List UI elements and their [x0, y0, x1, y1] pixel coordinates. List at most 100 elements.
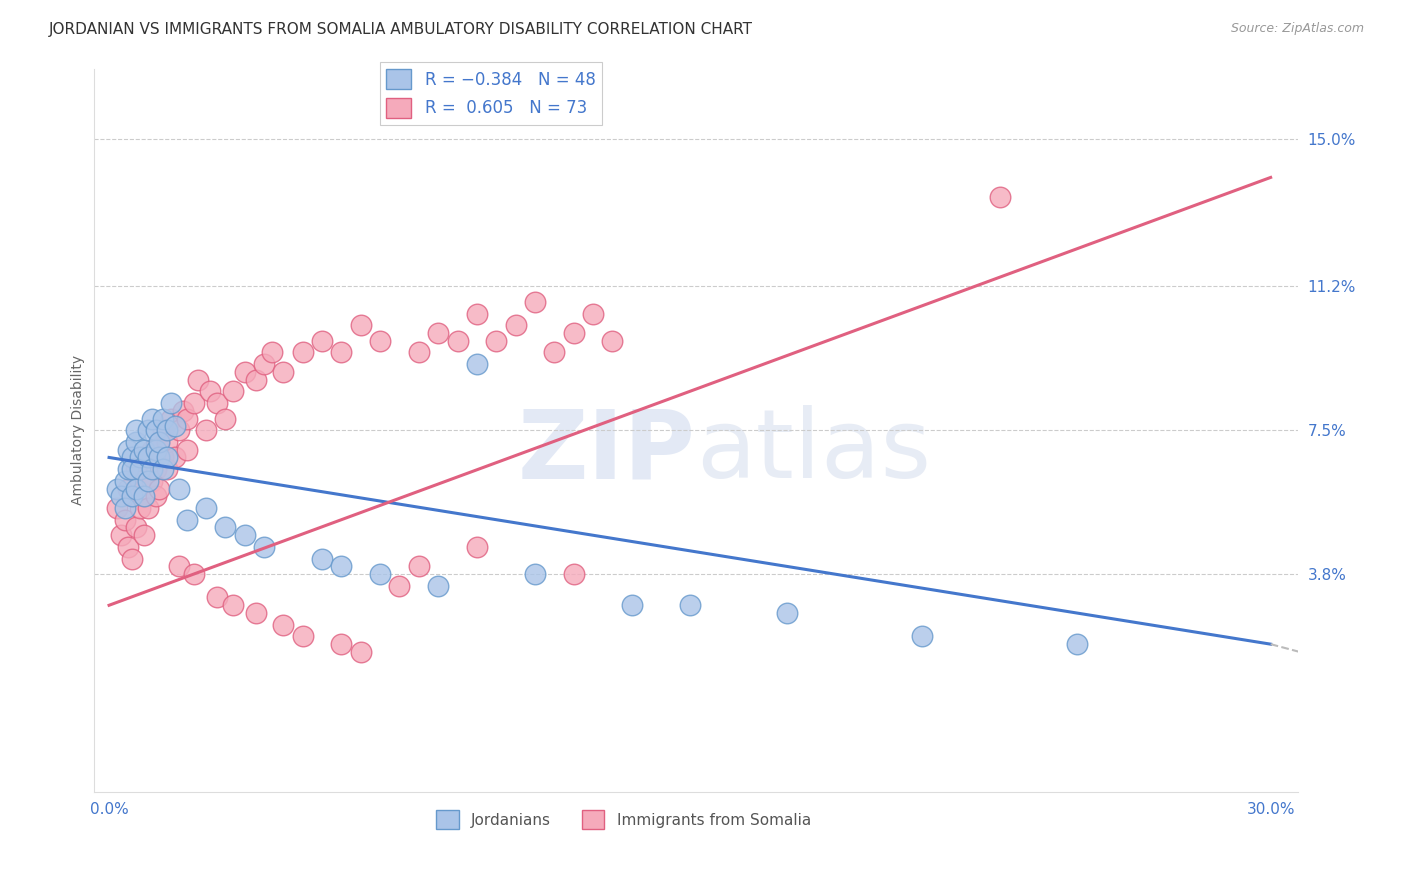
Point [207, 396, 229, 410]
Legend: Jordanians, Immigrants from Somalia: Jordanians, Immigrants from Somalia [430, 804, 817, 835]
Point [125, 423, 148, 437]
Point [183, 567, 205, 582]
Point [775, 606, 797, 620]
Point [207, 591, 229, 605]
Point [136, 474, 159, 488]
Point [167, 482, 190, 496]
Point [163, 419, 186, 434]
Point [350, 645, 373, 659]
Point [129, 462, 152, 476]
Point [129, 450, 152, 465]
Point [194, 501, 217, 516]
Point [245, 606, 267, 620]
Point [505, 318, 527, 333]
Point [141, 442, 163, 457]
Point [125, 462, 148, 476]
Point [214, 520, 236, 534]
Point [121, 489, 143, 503]
Point [136, 423, 159, 437]
Point [160, 411, 183, 425]
Point [679, 599, 702, 613]
Point [136, 450, 159, 465]
Point [271, 365, 294, 379]
Point [129, 501, 152, 516]
Point [911, 629, 934, 643]
Point [427, 326, 450, 340]
Point [260, 345, 283, 359]
Point [330, 345, 353, 359]
Point [465, 357, 488, 371]
Point [141, 474, 163, 488]
Point [132, 489, 155, 503]
Point [198, 384, 221, 399]
Point [253, 357, 276, 371]
Point [523, 567, 546, 582]
Point [121, 551, 143, 566]
Point [125, 434, 148, 449]
Point [523, 294, 546, 309]
Point [194, 423, 217, 437]
Point [110, 528, 132, 542]
Point [408, 345, 430, 359]
Point [172, 404, 194, 418]
Point [156, 434, 179, 449]
Point [176, 513, 198, 527]
Point [145, 442, 167, 457]
Point [152, 423, 174, 437]
Point [145, 423, 167, 437]
Point [117, 462, 139, 476]
Text: atlas: atlas [696, 406, 931, 499]
Point [311, 551, 333, 566]
Point [121, 450, 143, 465]
Point [121, 489, 143, 503]
Point [167, 423, 190, 437]
Point [253, 540, 276, 554]
Point [368, 334, 391, 348]
Point [117, 442, 139, 457]
Point [465, 540, 488, 554]
Point [222, 384, 245, 399]
Point [291, 345, 314, 359]
Point [105, 501, 128, 516]
Point [114, 474, 136, 488]
Point [330, 559, 353, 574]
Point [562, 326, 585, 340]
Point [156, 462, 179, 476]
Point [222, 599, 245, 613]
Point [562, 567, 585, 582]
Point [156, 423, 179, 437]
Point [388, 579, 411, 593]
Point [233, 365, 256, 379]
Point [368, 567, 391, 582]
Point [141, 462, 163, 476]
Point [214, 411, 236, 425]
Point [132, 442, 155, 457]
Point [156, 450, 179, 465]
Point [152, 450, 174, 465]
Point [117, 482, 139, 496]
Point [121, 462, 143, 476]
Point [602, 334, 624, 348]
Y-axis label: Ambulatory Disability: Ambulatory Disability [72, 355, 86, 505]
Point [291, 629, 314, 643]
Point [543, 345, 565, 359]
Point [160, 396, 183, 410]
Point [485, 334, 508, 348]
Point [125, 520, 148, 534]
Point [129, 474, 152, 488]
Point [271, 617, 294, 632]
Point [132, 528, 155, 542]
Point [408, 559, 430, 574]
Point [187, 373, 209, 387]
Point [105, 482, 128, 496]
Point [176, 442, 198, 457]
Point [125, 482, 148, 496]
Point [117, 540, 139, 554]
Point [148, 482, 170, 496]
Point [148, 450, 170, 465]
Text: ZIP: ZIP [517, 406, 696, 499]
Point [148, 434, 170, 449]
Point [245, 373, 267, 387]
Point [114, 513, 136, 527]
Point [152, 462, 174, 476]
